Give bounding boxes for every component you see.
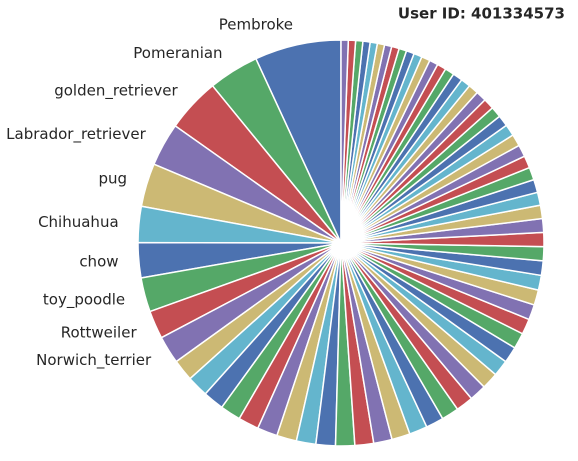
slice-label: Pomeranian (133, 44, 222, 62)
chart-title: User ID: 401334573 (398, 5, 565, 23)
slice-label: Chihuahua (38, 213, 119, 231)
slice-label: toy_poodle (43, 291, 125, 310)
slice-label: chow (79, 253, 118, 271)
slice-label: Norwich_terrier (36, 351, 152, 370)
slice-label: Pembroke (219, 15, 293, 33)
slice-label: pug (98, 170, 127, 188)
slice-label: Labrador_retriever (6, 125, 146, 144)
pie-slice (340, 39, 350, 244)
slice-label: Rottweiler (61, 323, 138, 341)
slice-label: golden_retriever (54, 81, 178, 100)
